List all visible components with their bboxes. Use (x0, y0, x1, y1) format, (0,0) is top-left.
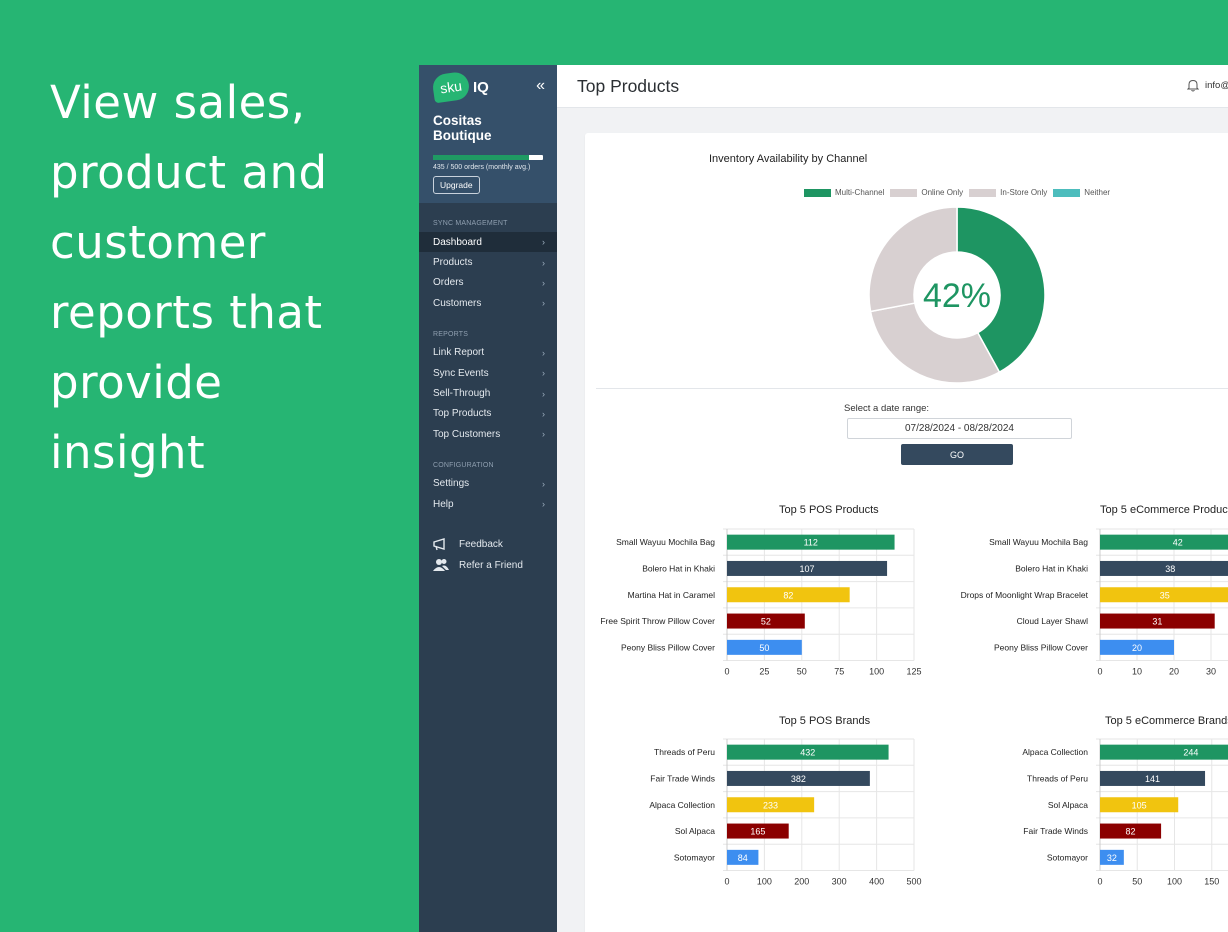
donut-legend: Multi-Channel Online Only In-Store Only Nei… (804, 188, 1110, 197)
legend-label: In-Store Only (1000, 188, 1048, 197)
sidebar-item-top-customers[interactable]: Top Customers › (419, 424, 557, 444)
usage-bar (433, 155, 543, 160)
chevron-right-icon: › (542, 499, 545, 510)
date-range-label: Select a date range: (844, 403, 930, 414)
legend-label: Multi-Channel (835, 188, 885, 197)
sidebar-item-top-products[interactable]: Top Products › (419, 404, 557, 424)
sidebar-item-label: Top Customers (433, 428, 501, 440)
chevron-right-icon: › (542, 478, 545, 489)
donut-slice-online-only[interactable] (869, 302, 1001, 384)
logo[interactable]: sku IQ (431, 70, 543, 104)
sidebar-item-sell-through[interactable]: Sell-Through › (419, 383, 557, 403)
refer-friend-link[interactable]: Refer a Friend (419, 555, 557, 576)
chevron-right-icon: › (542, 277, 545, 288)
promo-text: View sales, product and customer reports… (50, 76, 328, 479)
go-button[interactable]: GO (901, 444, 1013, 465)
top-header: Top Products info@ (557, 65, 1228, 108)
chevron-right-icon: › (542, 429, 545, 440)
sidebar-item-label: Link Report (433, 347, 485, 359)
sidebar-item-label: Sync Events (433, 367, 489, 379)
sidebar: sku IQ « Cositas Boutique 435 / 500 orde… (419, 65, 557, 932)
sidebar-item-dashboard[interactable]: Dashboard › (419, 232, 557, 253)
sidebar-item-label: Help (433, 498, 454, 510)
page-title: Top Products (577, 75, 680, 96)
legend-swatch (890, 188, 918, 197)
sidebar-item-label: Products (433, 257, 473, 269)
sidebar-item-sync-events[interactable]: Sync Events › (419, 363, 557, 383)
sidebar-item-label: Orders (433, 277, 464, 289)
bell-icon[interactable] (1187, 79, 1199, 92)
sidebar-item-help[interactable]: Help › (419, 494, 557, 514)
donut-chart: 42% (868, 206, 1046, 384)
section-title-configuration: CONFIGURATION (433, 461, 494, 469)
legend-label: Neither (1084, 188, 1111, 197)
legend-label: Online Only (921, 188, 964, 197)
upgrade-button[interactable]: Upgrade (433, 176, 480, 194)
usage-text: 435 / 500 orders (monthly avg.) (433, 164, 531, 171)
chevron-right-icon: › (542, 347, 545, 358)
sidebar-item-label: Customers (433, 297, 482, 309)
section-title-sync-management: SYNC MANAGEMENT (433, 220, 508, 227)
chevron-right-icon: › (542, 237, 545, 248)
sidebar-header: sku IQ « Cositas Boutique 435 / 500 orde… (419, 65, 557, 203)
chevron-right-icon: › (542, 388, 545, 399)
legend-swatch (969, 188, 997, 197)
logo-badge: sku (431, 70, 471, 104)
user-email[interactable]: info@ (1205, 80, 1228, 91)
sidebar-item-customers[interactable]: Customers › (419, 293, 557, 313)
legend-item-multi-channel[interactable]: Multi-Channel (804, 188, 884, 197)
sidebar-item-label: Top Products (433, 408, 492, 420)
chevron-right-icon: › (542, 368, 545, 379)
legend-item-in-store-only[interactable]: In-Store Only (969, 188, 1047, 197)
legend-swatch (804, 188, 831, 197)
double-chevron-left-icon[interactable]: « (536, 77, 545, 94)
donut-slice-in-store-only[interactable] (868, 206, 958, 313)
feedback-link[interactable]: Feedback (419, 534, 557, 555)
date-range-input[interactable]: 07/28/2024 - 08/28/2024 (847, 418, 1072, 439)
sidebar-item-orders[interactable]: Orders › (419, 273, 557, 293)
store-name: Cositas Boutique (433, 113, 492, 143)
chevron-right-icon: › (542, 408, 545, 419)
usage-bar-fill (433, 155, 529, 160)
refer-friend-label: Refer a Friend (459, 559, 523, 571)
sidebar-item-label: Sell-Through (433, 388, 491, 400)
sidebar-nav: SYNC MANAGEMENT Dashboard › Products › Orders… (419, 220, 557, 514)
sidebar-item-products[interactable]: Products › (419, 252, 557, 272)
sidebar-item-label: Settings (433, 478, 470, 490)
donut-slice-multi-channel[interactable] (956, 206, 1046, 374)
legend-item-neither[interactable]: Neither (1053, 188, 1110, 197)
chevron-right-icon: › (542, 257, 545, 268)
legend-swatch (1053, 188, 1081, 197)
section-title-reports: REPORTS (433, 330, 469, 338)
donut-center-label: 42% (923, 277, 991, 315)
users-icon (433, 559, 449, 572)
donut-title: Inventory Availability by Channel (709, 153, 868, 165)
legend-item-online-only[interactable]: Online Only (890, 188, 963, 197)
sidebar-item-label: Dashboard (433, 236, 482, 248)
chevron-right-icon: › (542, 298, 545, 309)
sidebar-item-settings[interactable]: Settings › (419, 474, 557, 494)
app-window: sku IQ « Cositas Boutique 435 / 500 orde… (419, 65, 1228, 932)
header-right: info@ (1187, 79, 1228, 92)
megaphone-icon (433, 537, 445, 550)
logo-iq: IQ (473, 78, 489, 96)
feedback-label: Feedback (459, 539, 503, 551)
sidebar-item-link-report[interactable]: Link Report › (419, 343, 557, 363)
section-divider (596, 388, 1228, 389)
